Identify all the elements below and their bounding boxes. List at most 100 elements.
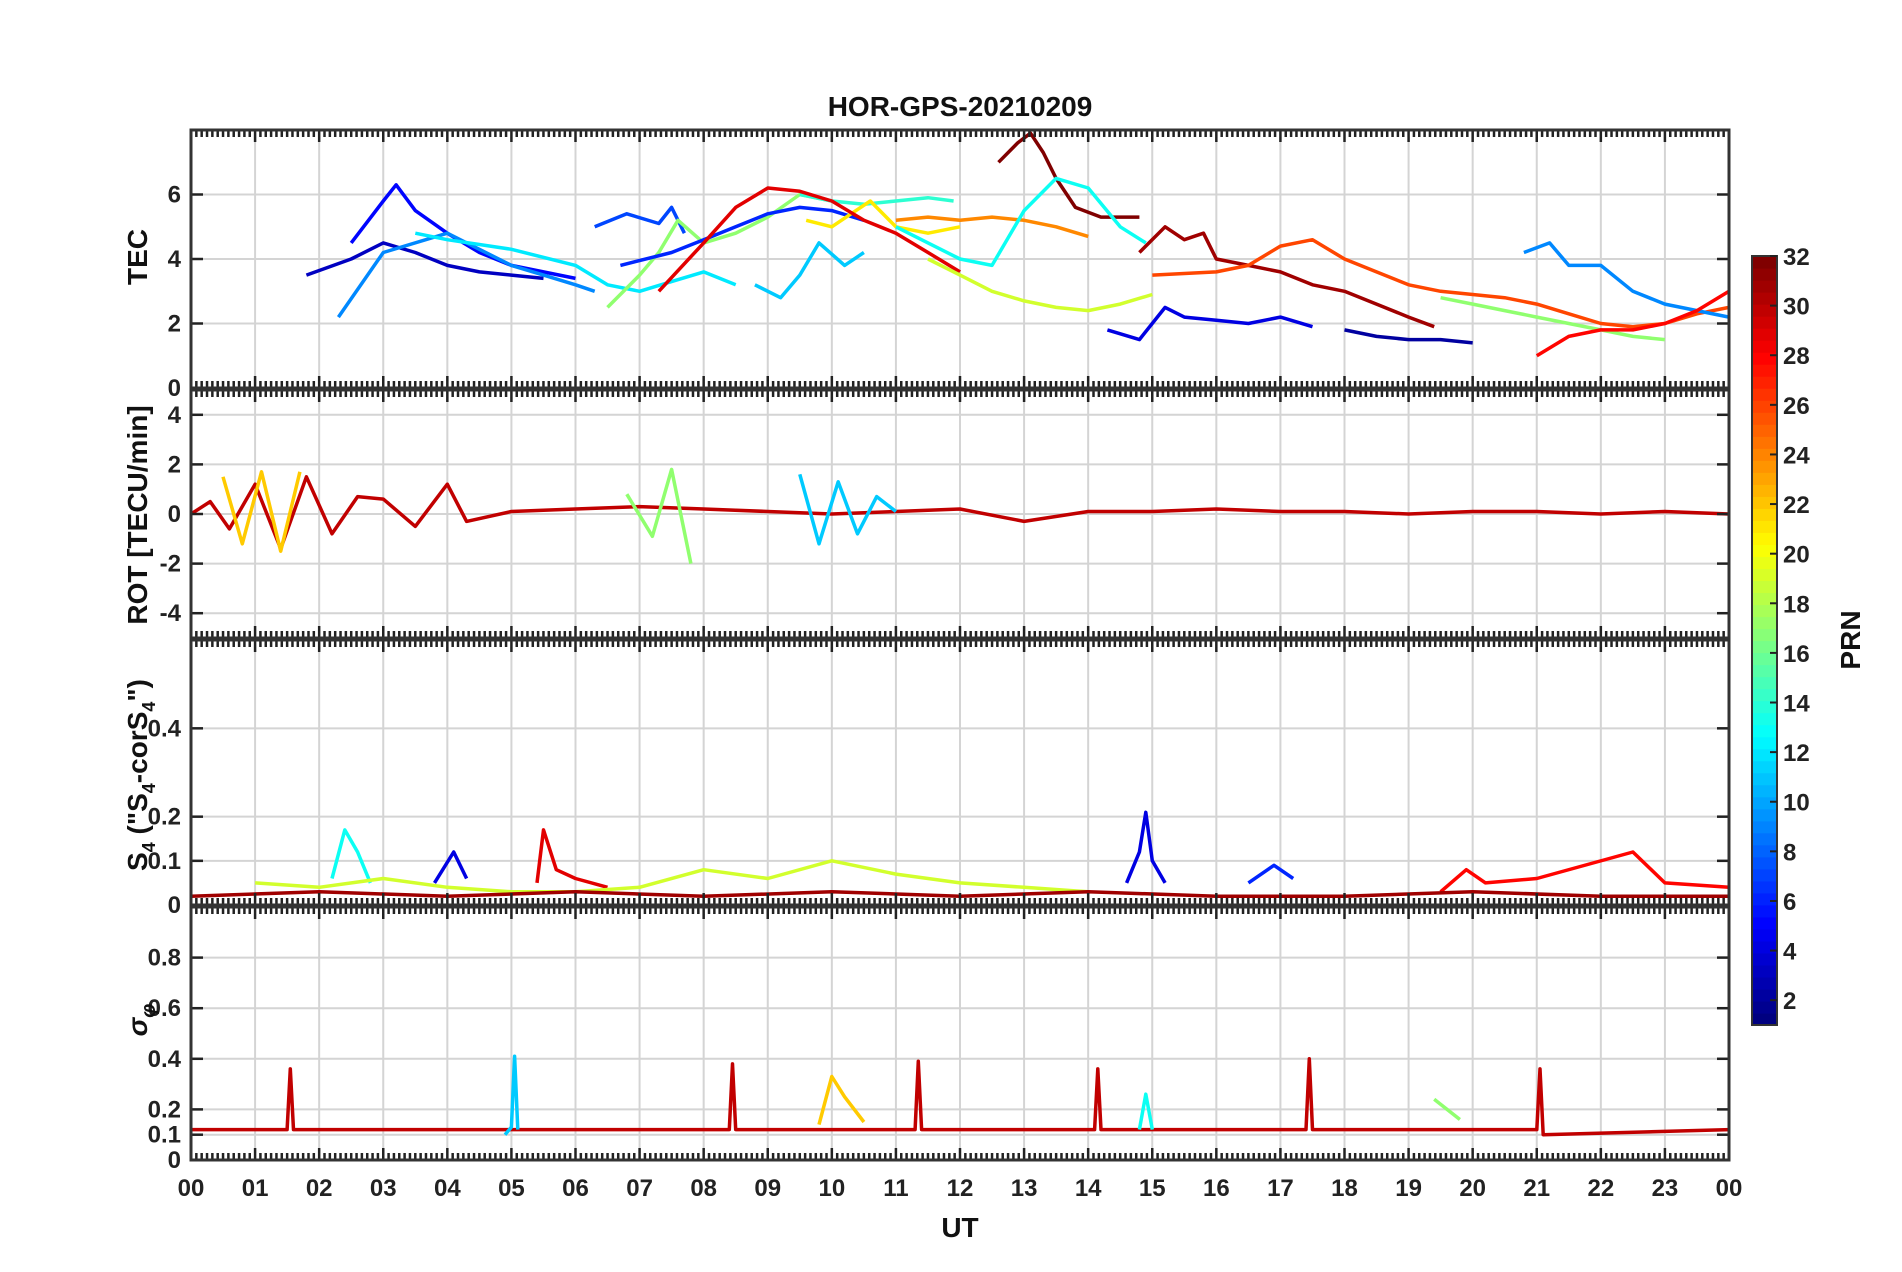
colorbar-swatch — [1752, 400, 1777, 413]
series-line-prn-11 — [503, 1054, 520, 1136]
series-line-prn-4 — [433, 850, 469, 884]
colorbar-swatch — [1752, 868, 1777, 882]
panel-sigma-phi: 00.10.2 0.4 0.6 0.8 — [148, 905, 1731, 1174]
colorbar-swatch — [1752, 760, 1777, 774]
x-tick-label: 17 — [1267, 1175, 1294, 1202]
colorbar-tick-label: 6 — [1783, 889, 1796, 916]
colorbar-swatch — [1752, 652, 1777, 666]
x-tick-label: 10 — [818, 1175, 845, 1202]
colorbar-tick-label: 22 — [1783, 492, 1810, 519]
colorbar-swatch — [1752, 832, 1777, 846]
colorbar-swatch — [1752, 940, 1777, 954]
axes-frame — [189, 638, 1731, 907]
colorbar-swatch — [1752, 964, 1777, 978]
x-tick-label: 00 — [1716, 1175, 1743, 1202]
colorbar-tick-label: 14 — [1783, 691, 1810, 718]
colorbar-swatch — [1752, 724, 1777, 738]
series-line-prn-4 — [1106, 305, 1314, 342]
colorbar-swatch — [1752, 736, 1777, 750]
x-tick-label: 15 — [1139, 1175, 1166, 1202]
series-line-prn-28 — [1535, 289, 1730, 358]
x-tick-label: 07 — [626, 1175, 653, 1202]
y-tick-label: 0 — [168, 375, 181, 402]
y-axis-labels: TEC ROT [TECU/min] S4 ("S4-corS4") σφ — [122, 229, 160, 1036]
colorbar-swatch — [1752, 880, 1777, 894]
series-line-prn-7 — [594, 205, 686, 234]
series-line-prn-13 — [330, 828, 373, 884]
colorbar-swatch — [1752, 592, 1777, 606]
x-tick-label: 19 — [1395, 1175, 1422, 1202]
colorbar-tick-label: 24 — [1783, 442, 1810, 469]
series-line-prn-6 — [619, 205, 865, 268]
series-line-prn-26 — [1152, 237, 1730, 329]
colorbar-swatch — [1752, 448, 1777, 461]
x-tick-label: 05 — [498, 1175, 525, 1202]
y-label-tec: TEC — [122, 229, 153, 285]
colorbar-swatch — [1752, 808, 1777, 822]
y-tick-label: 0.8 — [148, 945, 181, 972]
panel-tec: 0 2 4 6 — [168, 128, 1731, 402]
x-tick-label: 09 — [754, 1175, 781, 1202]
colorbar-swatch — [1752, 328, 1777, 341]
series-line-prn-12 — [414, 231, 737, 294]
colorbar-tick-label: 18 — [1783, 591, 1810, 618]
colorbar-swatch — [1752, 340, 1777, 353]
series-line-prn-19 — [927, 257, 1153, 313]
series-line-prn-4 — [1124, 810, 1167, 884]
series-line-prn-13 — [895, 176, 1147, 268]
colorbar-swatch — [1752, 892, 1777, 906]
colorbar-tick-label: 10 — [1783, 790, 1810, 817]
series-line-prn-28 — [1439, 850, 1730, 894]
series-line-prn-30 — [191, 1057, 1730, 1137]
colorbar-swatch — [1752, 616, 1777, 630]
colorbar-swatch — [1752, 856, 1777, 870]
colorbar-frame — [1751, 255, 1778, 1026]
colorbar-swatch — [1752, 412, 1777, 425]
colorbar-tick-label: 32 — [1783, 244, 1810, 271]
colorbar-tick-label: 30 — [1783, 294, 1810, 321]
colorbar-swatch — [1752, 952, 1777, 966]
axes-frame — [189, 388, 1731, 640]
colorbar-swatch — [1752, 904, 1777, 918]
colorbar-swatch — [1752, 844, 1777, 858]
x-tick-label: 20 — [1459, 1175, 1486, 1202]
colorbar-tick-label: 12 — [1783, 740, 1810, 767]
colorbar-swatch — [1752, 772, 1777, 786]
colorbar-swatch — [1752, 352, 1777, 365]
colorbar-swatch — [1752, 928, 1777, 942]
colorbar-swatch — [1752, 256, 1777, 269]
series-line-prn-13 — [1137, 1092, 1155, 1130]
y-tick-label: 2 — [168, 311, 181, 338]
colorbar-swatch — [1752, 544, 1777, 557]
colorbar-swatch — [1752, 988, 1777, 1002]
series-line-prn-3 — [305, 241, 544, 281]
colorbar-swatch — [1752, 1012, 1777, 1026]
x-tick-label: 04 — [434, 1175, 461, 1202]
series-line-prn-9 — [336, 231, 596, 319]
y-tick-label: 0.1 — [148, 1122, 181, 1149]
colorbar-swatch — [1752, 556, 1777, 570]
colorbar-swatch — [1752, 316, 1777, 329]
x-tick-label: 08 — [690, 1175, 717, 1202]
series-line-prn-19 — [254, 859, 1089, 894]
x-tick-label: 16 — [1203, 1175, 1230, 1202]
colorbar-swatch — [1752, 604, 1777, 618]
y-tick-label: 2 — [168, 451, 181, 478]
colorbar-tick-label: 8 — [1783, 839, 1796, 866]
colorbar-swatch — [1752, 496, 1777, 509]
colorbar-tick-label: 2 — [1783, 988, 1796, 1015]
x-tick-label: 02 — [306, 1175, 333, 1202]
series-line-prn-6 — [1247, 863, 1295, 885]
colorbar-swatch — [1752, 664, 1777, 678]
x-tick-label: 22 — [1587, 1175, 1614, 1202]
series-line-prn-32 — [997, 131, 1140, 219]
x-tick-label: 23 — [1652, 1175, 1679, 1202]
y-label-s4: S4 ("S4-corS4") — [122, 679, 159, 871]
x-tick-label: 03 — [370, 1175, 397, 1202]
colorbar-swatch — [1752, 580, 1777, 594]
panel-rot: -4 -2 0 2 4 — [160, 388, 1731, 640]
colorbar-swatch — [1752, 568, 1777, 582]
colorbar-swatch — [1752, 376, 1777, 389]
